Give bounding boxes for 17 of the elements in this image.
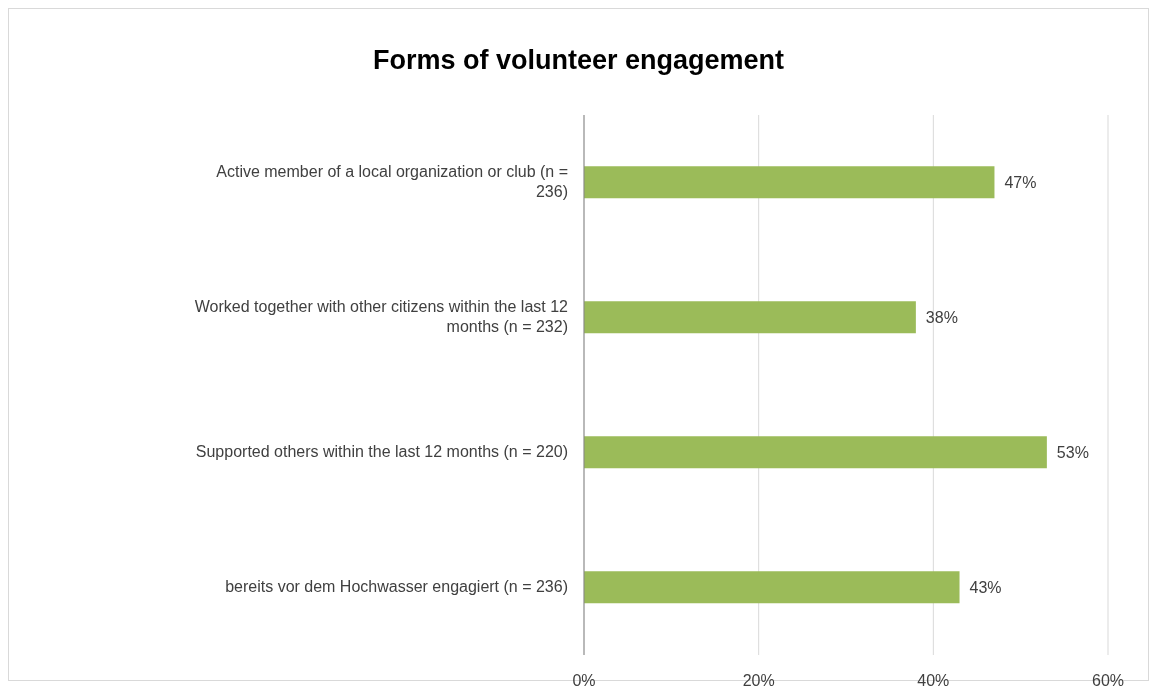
y-tick-label: Worked together with other citizens within the last 12 months (n = 232) — [194, 297, 569, 335]
x-tick-label: 0% — [572, 672, 596, 689]
chart-title: Forms of volunteer engagement — [371, 44, 786, 77]
data-label: 53% — [1056, 443, 1089, 461]
bar — [584, 571, 960, 604]
bar — [584, 166, 995, 199]
x-tick-label: 20% — [742, 672, 775, 689]
y-tick-label: Active member of a local organization or club (n = 236) — [216, 162, 568, 200]
y-tick-label: Supported others within the last 12 months (n = 220) — [195, 442, 568, 460]
x-tick-label: 60% — [1091, 672, 1125, 689]
data-label: 47% — [1004, 173, 1037, 191]
bar — [584, 301, 916, 334]
x-tick-label: 40% — [917, 672, 950, 689]
data-label: 43% — [969, 578, 1002, 596]
y-tick-label: bereits vor dem Hochwasser engagiert (n = 236) — [225, 577, 568, 595]
bar — [584, 436, 1047, 469]
data-label: 38% — [925, 308, 958, 326]
